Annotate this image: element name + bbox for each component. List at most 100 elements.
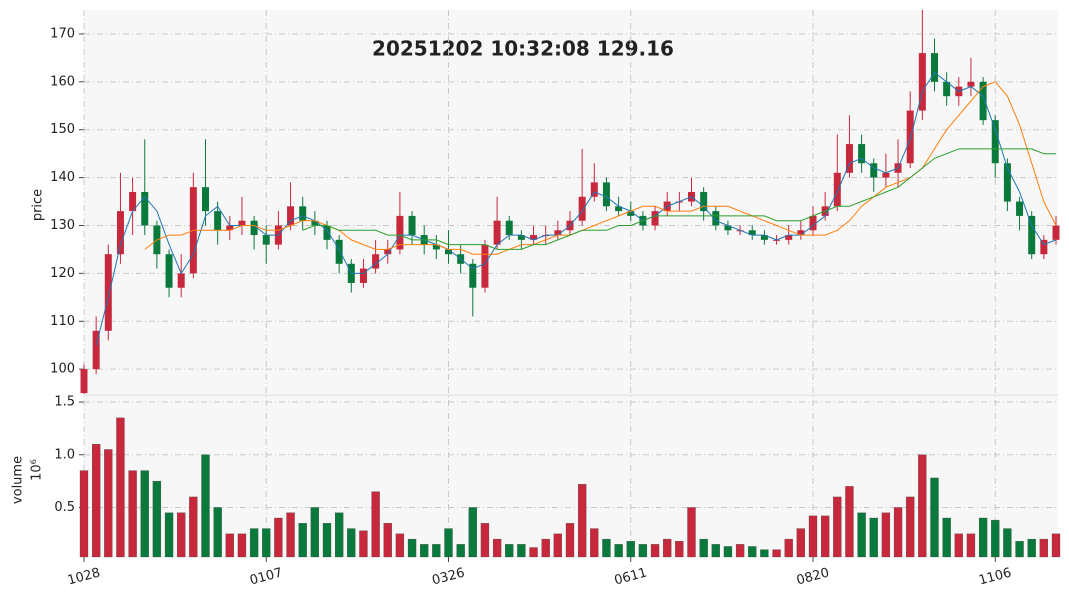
- volume-bar: [164, 512, 174, 558]
- volume-bar: [359, 530, 368, 558]
- volume-bar: [869, 517, 878, 558]
- candle-body: [870, 163, 878, 178]
- x-tick-label: 0326: [431, 565, 467, 588]
- candle-body: [906, 110, 914, 164]
- moving-average-line: [302, 148, 1056, 250]
- moving-average-line: [95, 71, 1057, 346]
- y-tick-label: 100: [50, 362, 75, 377]
- volume-bar: [249, 528, 259, 558]
- candle-body: [141, 191, 149, 226]
- y-tick-label: 150: [50, 122, 75, 137]
- volume-bar: [395, 533, 405, 558]
- candle-body: [432, 244, 440, 250]
- x-tick-label: 0820: [795, 565, 831, 588]
- candle-body: [712, 211, 720, 226]
- volume-tick-label: 1.5: [54, 395, 75, 410]
- volume-bar: [735, 544, 745, 558]
- volume-bar: [565, 523, 575, 558]
- candle-body: [202, 187, 209, 212]
- candle-body: [396, 215, 404, 250]
- volume-bar: [152, 480, 162, 558]
- volume-bar: [578, 484, 587, 558]
- volume-bar: [760, 549, 769, 558]
- volume-bar: [286, 512, 295, 558]
- candle-body: [748, 230, 756, 236]
- candle-body: [615, 206, 623, 212]
- candle-body: [554, 230, 562, 236]
- volume-bar: [906, 496, 915, 558]
- y-tick-label: 170: [50, 26, 75, 41]
- volume-bar: [116, 417, 125, 558]
- volume-bar: [420, 544, 429, 558]
- volume-axis-label: volume: [11, 456, 26, 504]
- volume-bar: [92, 444, 101, 558]
- plot-background: [84, 10, 1058, 557]
- y-tick-label: 120: [50, 266, 75, 281]
- candle-body: [845, 144, 853, 173]
- candle-body: [129, 191, 137, 212]
- candle-body: [226, 225, 234, 231]
- candle-body: [1028, 215, 1036, 255]
- candle-body: [238, 220, 246, 226]
- x-tick-label: 1028: [66, 565, 102, 588]
- y-tick-label: 140: [50, 170, 75, 185]
- volume-bar: [626, 541, 635, 558]
- candle-body: [445, 249, 452, 255]
- candle-body: [530, 235, 538, 240]
- moving-average-line: [144, 81, 1057, 255]
- candle-body: [882, 172, 890, 178]
- y-tick-label: 160: [50, 74, 75, 89]
- volume-bar: [881, 512, 891, 558]
- volume-bar: [650, 544, 660, 558]
- volume-bar: [213, 507, 222, 558]
- volume-bar: [177, 512, 186, 558]
- candle-body: [760, 235, 768, 240]
- candle-body: [578, 196, 586, 221]
- volume-bar: [383, 523, 392, 558]
- candle-body: [481, 244, 489, 288]
- candle-body: [517, 235, 525, 240]
- volume-bar: [237, 533, 247, 558]
- volume-bar: [857, 512, 866, 558]
- candle-body: [785, 235, 793, 240]
- candle-body: [918, 53, 926, 111]
- candle-body: [700, 191, 708, 212]
- volume-bar: [590, 528, 599, 558]
- volume-bar: [274, 517, 283, 558]
- volume-bar: [991, 519, 1000, 558]
- candle-body: [80, 369, 88, 394]
- volume-bar: [201, 454, 210, 558]
- volume-bar: [480, 523, 490, 558]
- candle-body: [833, 172, 841, 207]
- candle-body: [858, 144, 866, 164]
- volume-bar: [602, 538, 611, 558]
- candle-body: [262, 235, 270, 245]
- volume-bar: [748, 546, 757, 558]
- volume-bar: [322, 523, 332, 558]
- volume-bar: [1015, 541, 1024, 558]
- y-tick-label: 130: [50, 218, 75, 233]
- volume-bar: [833, 496, 842, 558]
- candle-body: [493, 220, 501, 245]
- volume-bar: [1051, 533, 1061, 558]
- volume-bar: [444, 528, 453, 558]
- volume-bar: [334, 512, 344, 558]
- volume-bar: [663, 538, 672, 558]
- candle-body: [359, 268, 367, 283]
- candle-body: [979, 81, 987, 121]
- candle-body: [1052, 225, 1060, 240]
- candle-body: [991, 120, 999, 164]
- candle-body: [408, 215, 416, 236]
- volume-bar: [772, 549, 781, 558]
- volume-bar: [505, 544, 514, 558]
- x-tick-label: 0611: [613, 565, 649, 588]
- y-tick-label: 110: [50, 314, 75, 329]
- candle-body: [602, 182, 610, 207]
- candle-body: [1016, 201, 1024, 216]
- volume-bar: [796, 528, 805, 558]
- volume-bar: [614, 544, 623, 558]
- candle-body: [299, 206, 307, 221]
- volume-bar: [371, 491, 380, 558]
- x-tick-label: 1106: [977, 565, 1013, 588]
